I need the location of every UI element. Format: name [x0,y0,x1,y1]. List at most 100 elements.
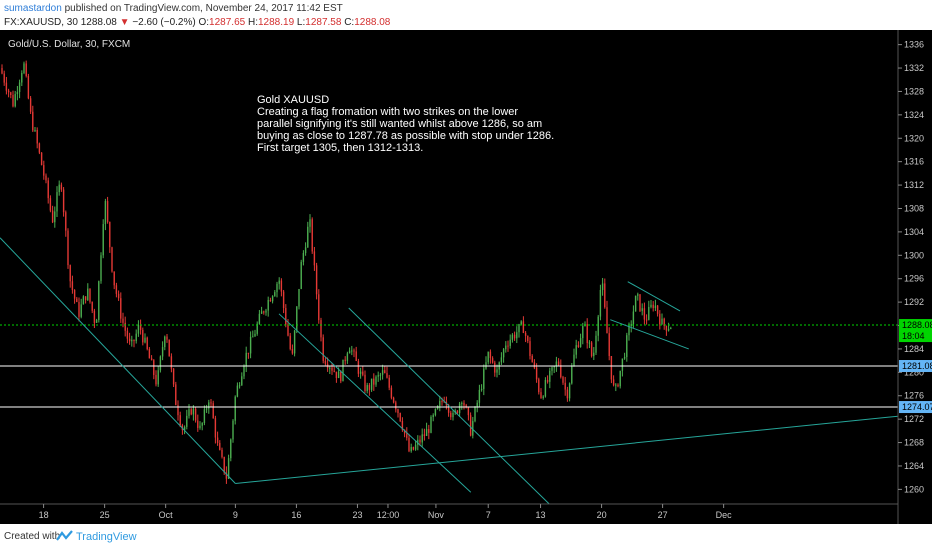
candle-body [333,370,335,372]
candle-body [348,350,351,354]
price-tick-label: 1304 [904,227,924,237]
author-link[interactable]: sumastardon [4,3,62,14]
candle-body [315,265,318,295]
candle-body [544,380,547,397]
candle-body [472,421,474,436]
candle-body [106,201,109,222]
annotation-line: parallel signifying it's still wanted wh… [257,118,542,130]
candle-body [175,384,177,406]
candle-body [432,415,434,417]
candle-body [661,318,663,325]
candle-body [137,325,140,334]
candle-body [157,370,159,385]
candle-body [58,184,60,193]
annotation-line: Gold XAUUSD [257,94,329,106]
close-label: C: [344,17,355,28]
candle-body [467,407,470,416]
candle-body [579,338,582,347]
candle-body [177,405,179,416]
candle-body [641,308,643,311]
time-tick-label: 7 [486,510,491,520]
candle-body [553,366,555,368]
high-value: 1288.19 [257,17,295,28]
candle-body [51,210,54,223]
countdown-label-bg [899,330,932,343]
time-axis[interactable]: 18 25 Oct 9 16 23 12:00 Nov 7 13 20 27 Dec [39,504,733,520]
tradingview-logo-icon [56,530,73,541]
candle-body [586,324,588,343]
candle-body [311,219,313,252]
candle-body [32,111,34,131]
candle-body [227,458,230,479]
candle-body [122,318,124,323]
candle-body [487,351,489,363]
time-tick-label: 23 [352,510,362,520]
price-chart[interactable]: 1260126412681272127612801284128812921296… [0,30,932,524]
last-price-label-bg [899,319,932,332]
candle-body [414,444,417,450]
candle-body [159,356,162,371]
candle-body [520,321,522,325]
candle-body [93,310,96,323]
candle-body [645,319,648,321]
candle-body [260,311,263,314]
candle-body [423,434,426,436]
candle-body [293,330,296,354]
candle-body [439,401,441,407]
candle-body [573,354,575,367]
candle-body [10,92,12,96]
candle-body [560,365,562,378]
candle-body [3,73,5,83]
price-axis[interactable]: 1260126412681272127612801284128812921296… [898,40,924,495]
candle-body [153,360,155,375]
tradingview-brand[interactable]: TradingView [76,531,137,543]
candle-body [188,409,190,416]
time-tick-label: 18 [39,510,49,520]
candle-body [329,367,331,369]
candle-body [14,94,16,107]
candle-body [25,63,27,77]
candle-body [377,375,379,377]
candle-body [652,304,654,309]
candle-body [192,408,195,415]
candle-body [241,376,243,386]
candle-body [133,339,135,342]
candle-body [359,371,362,374]
candle-body [155,374,157,385]
candle-body [639,294,641,311]
candle-body [540,392,542,398]
candle-body [7,90,10,93]
candle-body [210,402,212,404]
candle-body [56,192,58,212]
price-tick-label: 1264 [904,461,924,471]
candle-body [238,385,241,387]
candle-body [168,339,170,357]
chart-area[interactable]: 1260126412681272127612801284128812921296… [0,30,932,524]
candle-body [615,384,617,386]
candle-body [502,349,505,358]
candle-body [313,251,316,266]
candle-body [491,358,494,363]
candle-body [410,447,412,452]
candle-body [43,165,45,176]
candle-body [551,367,553,371]
candle-body [461,402,463,404]
candle-body [71,281,74,290]
candle-body [243,366,245,377]
candle-body [82,296,85,305]
candle-body [403,429,406,434]
candle-body [366,385,368,391]
candle-body [425,429,428,436]
trendline [235,415,899,485]
candle-body [373,378,375,385]
candle-body [608,333,610,357]
candle-body [271,296,274,302]
candle-body [606,307,608,334]
candle-body [542,396,544,398]
candle-body [111,247,113,272]
candle-body [518,324,520,333]
candle-body [650,304,652,307]
candle-body [126,330,129,339]
candle-body [456,410,459,414]
candle-body [80,304,82,317]
